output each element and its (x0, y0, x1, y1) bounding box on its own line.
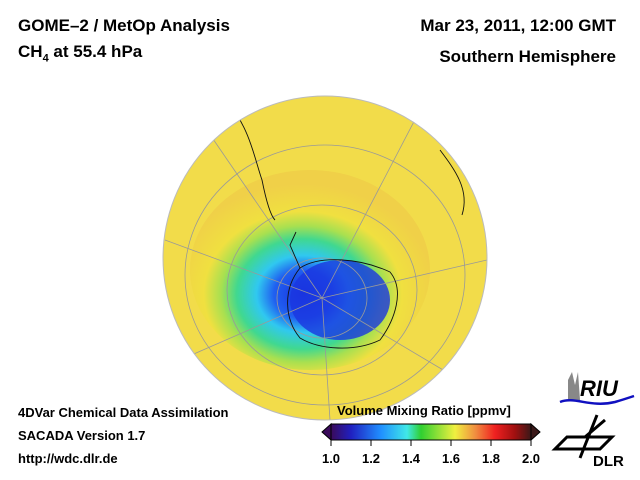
colorbar-tick-label: 2.0 (521, 451, 541, 466)
species-level: CH4 at 55.4 hPa (18, 42, 142, 64)
date-time: Mar 23, 2011, 12:00 GMT (420, 16, 616, 35)
colorbar-tick-label: 1.2 (361, 451, 381, 466)
riu-logo: RIU (559, 372, 635, 405)
footer-line1: 4DVar Chemical Data Assimilation (18, 405, 229, 420)
colorbar (330, 423, 532, 441)
dlr-logo: DLR (551, 414, 624, 470)
graticule (164, 109, 487, 420)
colorbar-tick-label: 1.6 (441, 451, 461, 466)
colorbar-ticks (330, 440, 532, 446)
colorbar-max-arrow (530, 422, 541, 442)
colorbar-tick-label: 1.8 (481, 451, 501, 466)
globe-outline (162, 95, 488, 421)
colorbar-tick-label: 1.4 (401, 451, 421, 466)
species-subscript: 4 (42, 52, 49, 65)
species: CH (18, 42, 43, 61)
colorbar-title: Volume Mixing Ratio [ppmv] (337, 403, 511, 418)
dlr-text: DLR (593, 453, 624, 470)
footer-url[interactable]: http://wdc.dlr.de (18, 451, 118, 466)
riu-text: RIU (580, 376, 619, 401)
pressure-level: at 55.4 hPa (48, 42, 143, 61)
footer-line2: SACADA Version 1.7 (18, 428, 146, 443)
hemisphere: Southern Hemisphere (439, 47, 616, 66)
title: GOME–2 / MetOp Analysis (18, 16, 230, 35)
colorbar-tick-label: 1.0 (321, 451, 341, 466)
colorbar-min-arrow (321, 422, 332, 442)
polar-low (290, 260, 390, 340)
